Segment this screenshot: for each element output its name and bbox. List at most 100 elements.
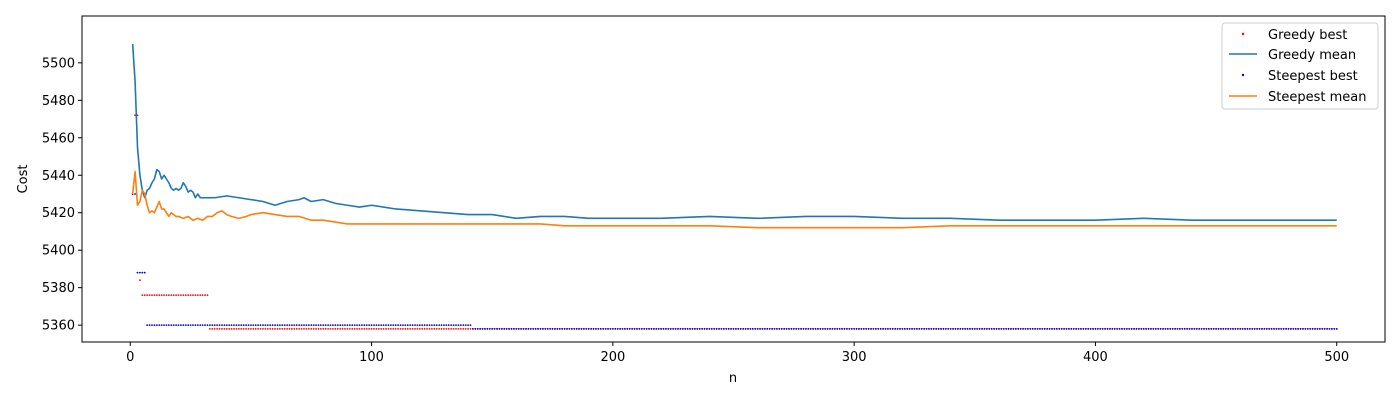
y-tick-label: 5360 — [42, 319, 75, 334]
point-steepest-best — [925, 327, 928, 330]
point-steepest-best — [146, 324, 149, 327]
point-greedy-best — [317, 327, 320, 330]
point-steepest-best — [802, 327, 805, 330]
point-steepest-best — [1215, 327, 1217, 330]
point-steepest-best — [742, 327, 745, 330]
point-steepest-best — [192, 324, 194, 327]
point-steepest-best — [143, 271, 146, 274]
point-steepest-best — [819, 327, 822, 330]
y-tick-label: 5400 — [42, 244, 75, 259]
point-steepest-best — [1121, 327, 1123, 330]
x-tick-label: 400 — [1083, 350, 1108, 365]
point-steepest-best — [257, 324, 260, 327]
point-steepest-best — [879, 327, 882, 330]
point-greedy-best — [237, 327, 240, 330]
point-steepest-best — [918, 327, 921, 330]
point-steepest-best — [303, 324, 305, 327]
point-steepest-best — [1082, 327, 1085, 330]
point-steepest-best — [1140, 327, 1143, 330]
point-steepest-best — [971, 327, 974, 330]
legend-label-steepest-mean: Steepest mean — [1268, 90, 1366, 105]
point-steepest-best — [616, 327, 619, 330]
point-steepest-best — [194, 324, 197, 327]
point-steepest-best — [959, 327, 962, 330]
point-steepest-best — [264, 324, 267, 327]
point-steepest-best — [201, 324, 204, 327]
point-greedy-best — [433, 327, 436, 330]
point-steepest-best — [411, 324, 414, 327]
point-greedy-best — [336, 327, 339, 330]
point-steepest-best — [363, 324, 366, 327]
point-steepest-best — [134, 193, 136, 195]
point-steepest-best — [599, 327, 602, 330]
point-steepest-best — [657, 327, 660, 330]
point-steepest-best — [235, 324, 238, 327]
point-steepest-best — [1316, 327, 1319, 330]
point-steepest-best — [180, 324, 182, 327]
point-greedy-best — [151, 294, 153, 297]
point-greedy-best — [211, 327, 214, 330]
point-steepest-best — [254, 324, 257, 327]
point-greedy-best — [199, 294, 202, 297]
point-steepest-best — [1162, 327, 1164, 330]
point-steepest-best — [681, 327, 684, 330]
point-steepest-best — [276, 324, 279, 327]
point-steepest-best — [486, 327, 489, 330]
point-steepest-best — [196, 324, 199, 327]
point-greedy-best — [189, 294, 192, 297]
point-steepest-best — [216, 324, 219, 327]
point-greedy-best — [365, 327, 368, 330]
point-steepest-best — [638, 327, 641, 330]
point-steepest-best — [537, 327, 539, 330]
point-steepest-best — [380, 324, 383, 327]
point-steepest-best — [619, 327, 621, 330]
point-steepest-best — [727, 327, 730, 330]
point-steepest-best — [853, 327, 856, 330]
point-steepest-best — [409, 324, 412, 327]
point-greedy-best — [418, 327, 421, 330]
point-steepest-best — [481, 327, 484, 330]
point-steepest-best — [1302, 327, 1304, 330]
y-tick-label: 5420 — [42, 206, 75, 221]
point-greedy-best — [399, 327, 402, 330]
point-steepest-best — [662, 327, 665, 330]
point-steepest-best — [1041, 327, 1044, 330]
point-steepest-best — [334, 324, 337, 327]
point-greedy-best — [310, 327, 313, 330]
point-steepest-best — [1220, 327, 1222, 330]
point-greedy-best — [462, 327, 465, 330]
point-steepest-best — [831, 327, 834, 330]
point-steepest-best — [718, 327, 720, 330]
legend-label-greedy-best: Greedy best — [1268, 28, 1347, 43]
point-steepest-best — [602, 327, 605, 330]
point-steepest-best — [348, 324, 351, 327]
point-steepest-best — [457, 324, 460, 327]
point-steepest-best — [445, 324, 448, 327]
point-steepest-best — [1029, 327, 1032, 330]
point-steepest-best — [720, 327, 723, 330]
point-steepest-best — [1212, 327, 1215, 330]
point-steepest-best — [607, 327, 609, 330]
point-steepest-best — [604, 327, 607, 330]
series-steepest-best — [131, 193, 1338, 330]
point-steepest-best — [901, 327, 904, 330]
point-steepest-best — [585, 327, 588, 330]
point-steepest-best — [1068, 327, 1070, 330]
point-steepest-best — [341, 324, 344, 327]
point-steepest-best — [269, 324, 272, 327]
point-steepest-best — [923, 327, 926, 330]
point-greedy-best — [426, 327, 428, 330]
point-greedy-best — [235, 327, 238, 330]
point-steepest-best — [677, 327, 679, 330]
point-greedy-best — [450, 327, 453, 330]
point-greedy-best — [182, 294, 185, 297]
point-steepest-best — [800, 327, 802, 330]
point-steepest-best — [877, 327, 880, 330]
point-steepest-best — [1111, 327, 1114, 330]
point-steepest-best — [1248, 327, 1251, 330]
point-steepest-best — [1203, 327, 1205, 330]
point-steepest-best — [957, 327, 959, 330]
point-greedy-best — [298, 327, 301, 330]
point-greedy-best — [252, 327, 255, 330]
